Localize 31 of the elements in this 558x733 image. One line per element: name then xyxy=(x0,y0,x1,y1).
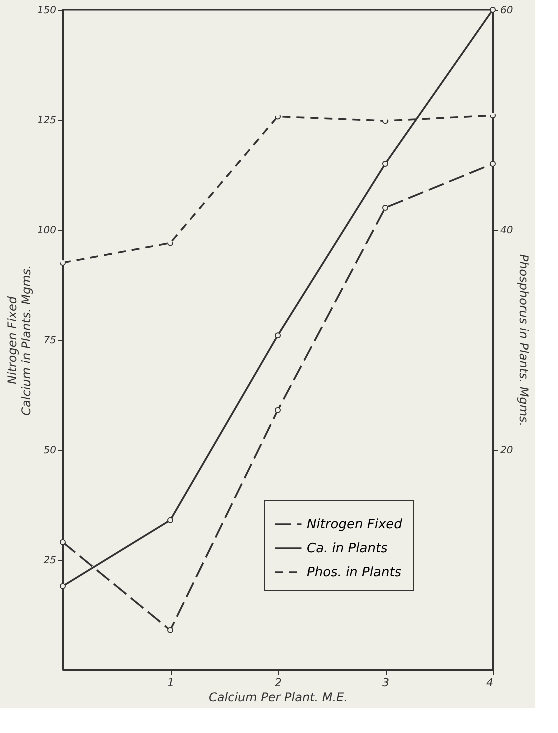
y-axis-title: Nitrogen Fixed Calcium in Plants. Mgms. xyxy=(5,265,34,416)
x-tick-label: 1 xyxy=(168,676,174,690)
y-tick-label: 50 xyxy=(44,446,56,456)
point xyxy=(275,332,281,339)
y2-tick-label: 40 xyxy=(500,226,514,236)
x-tick-label: 4 xyxy=(486,676,494,690)
point xyxy=(382,205,388,211)
point xyxy=(490,161,496,167)
x-axis-title: Calcium Per Plant. M.E. xyxy=(209,690,348,704)
y-tick-label: 75 xyxy=(44,336,56,346)
point xyxy=(60,539,66,546)
point xyxy=(60,260,66,266)
legend-label: Nitrogen Fixed xyxy=(307,518,404,532)
point xyxy=(168,627,174,634)
y2-tick-label: 20 xyxy=(500,446,514,456)
y-tick-label: 100 xyxy=(37,226,56,236)
y-tick-label: 150 xyxy=(37,6,56,16)
point xyxy=(275,407,281,414)
point xyxy=(168,517,174,524)
point xyxy=(490,7,496,13)
legend-label: Ca. in Plants xyxy=(307,542,388,556)
x-tick-label: 2 xyxy=(275,676,282,690)
legend-label: Phos. in Plants xyxy=(307,566,402,580)
point xyxy=(60,583,66,590)
y2-axis-title: Phosphorus in Plants. Mgms. xyxy=(517,254,532,427)
y-tick-label: 125 xyxy=(37,116,56,126)
point xyxy=(490,112,496,119)
x-tick-label: 3 xyxy=(382,676,390,690)
y2-tick-label: 60 xyxy=(500,6,514,16)
y-tick-label: 25 xyxy=(44,556,56,566)
point xyxy=(382,161,388,167)
